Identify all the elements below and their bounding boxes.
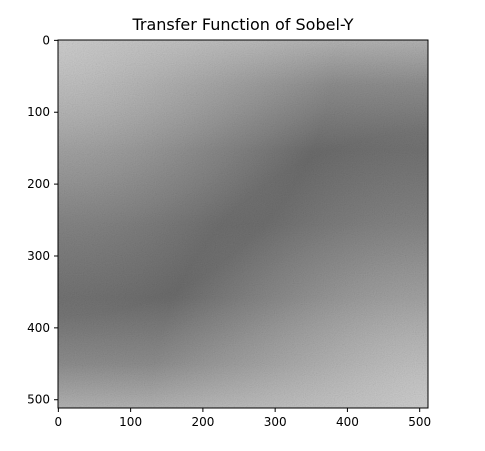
plot-frame (57, 39, 429, 409)
x-tick-label: 300 (264, 415, 287, 429)
x-tick-label: 100 (119, 415, 142, 429)
y-tick-label: 300 (27, 249, 50, 263)
heatmap-bright-corner-bottom-right (58, 40, 428, 408)
heatmap-image (58, 40, 428, 408)
y-tick-label: 500 (27, 393, 50, 407)
chart-title: Transfer Function of Sobel-Y (131, 15, 353, 34)
x-axis: 0 100 200 300 400 500 (55, 408, 431, 429)
y-tick-label: 200 (27, 177, 50, 191)
y-tick-label: 400 (27, 321, 50, 335)
x-tick-label: 0 (55, 415, 63, 429)
y-tick-label: 0 (42, 33, 50, 47)
x-tick-label: 400 (336, 415, 359, 429)
y-tick-label: 100 (27, 105, 50, 119)
x-tick-label: 200 (191, 415, 214, 429)
y-axis: 0 100 200 300 400 500 (27, 33, 58, 407)
x-tick-label: 500 (408, 415, 431, 429)
